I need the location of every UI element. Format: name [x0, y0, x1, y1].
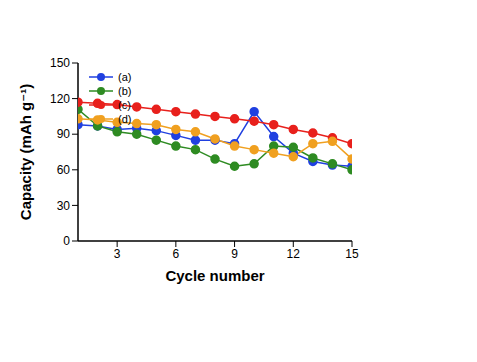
svg-text:Capacity (mAh g⁻¹): Capacity (mAh g⁻¹) [17, 84, 34, 220]
svg-text:6: 6 [173, 247, 180, 261]
svg-text:30: 30 [57, 199, 71, 213]
svg-text:12: 12 [287, 247, 301, 261]
svg-text:Cycle number: Cycle number [165, 267, 264, 284]
html-text:(b): (b) [118, 85, 132, 97]
html-text:(c): (c) [118, 99, 131, 111]
svg-text:9: 9 [231, 247, 238, 261]
svg-text:90: 90 [57, 127, 71, 141]
svg-text:60: 60 [57, 163, 71, 177]
svg-text:3: 3 [114, 247, 121, 261]
svg-text:120: 120 [50, 92, 70, 106]
html-text:(d): (d) [118, 113, 132, 125]
svg-text:0: 0 [63, 234, 70, 248]
html-text:(a): (a) [118, 71, 132, 83]
svg-text:150: 150 [50, 56, 70, 70]
svg-text:15: 15 [345, 247, 359, 261]
